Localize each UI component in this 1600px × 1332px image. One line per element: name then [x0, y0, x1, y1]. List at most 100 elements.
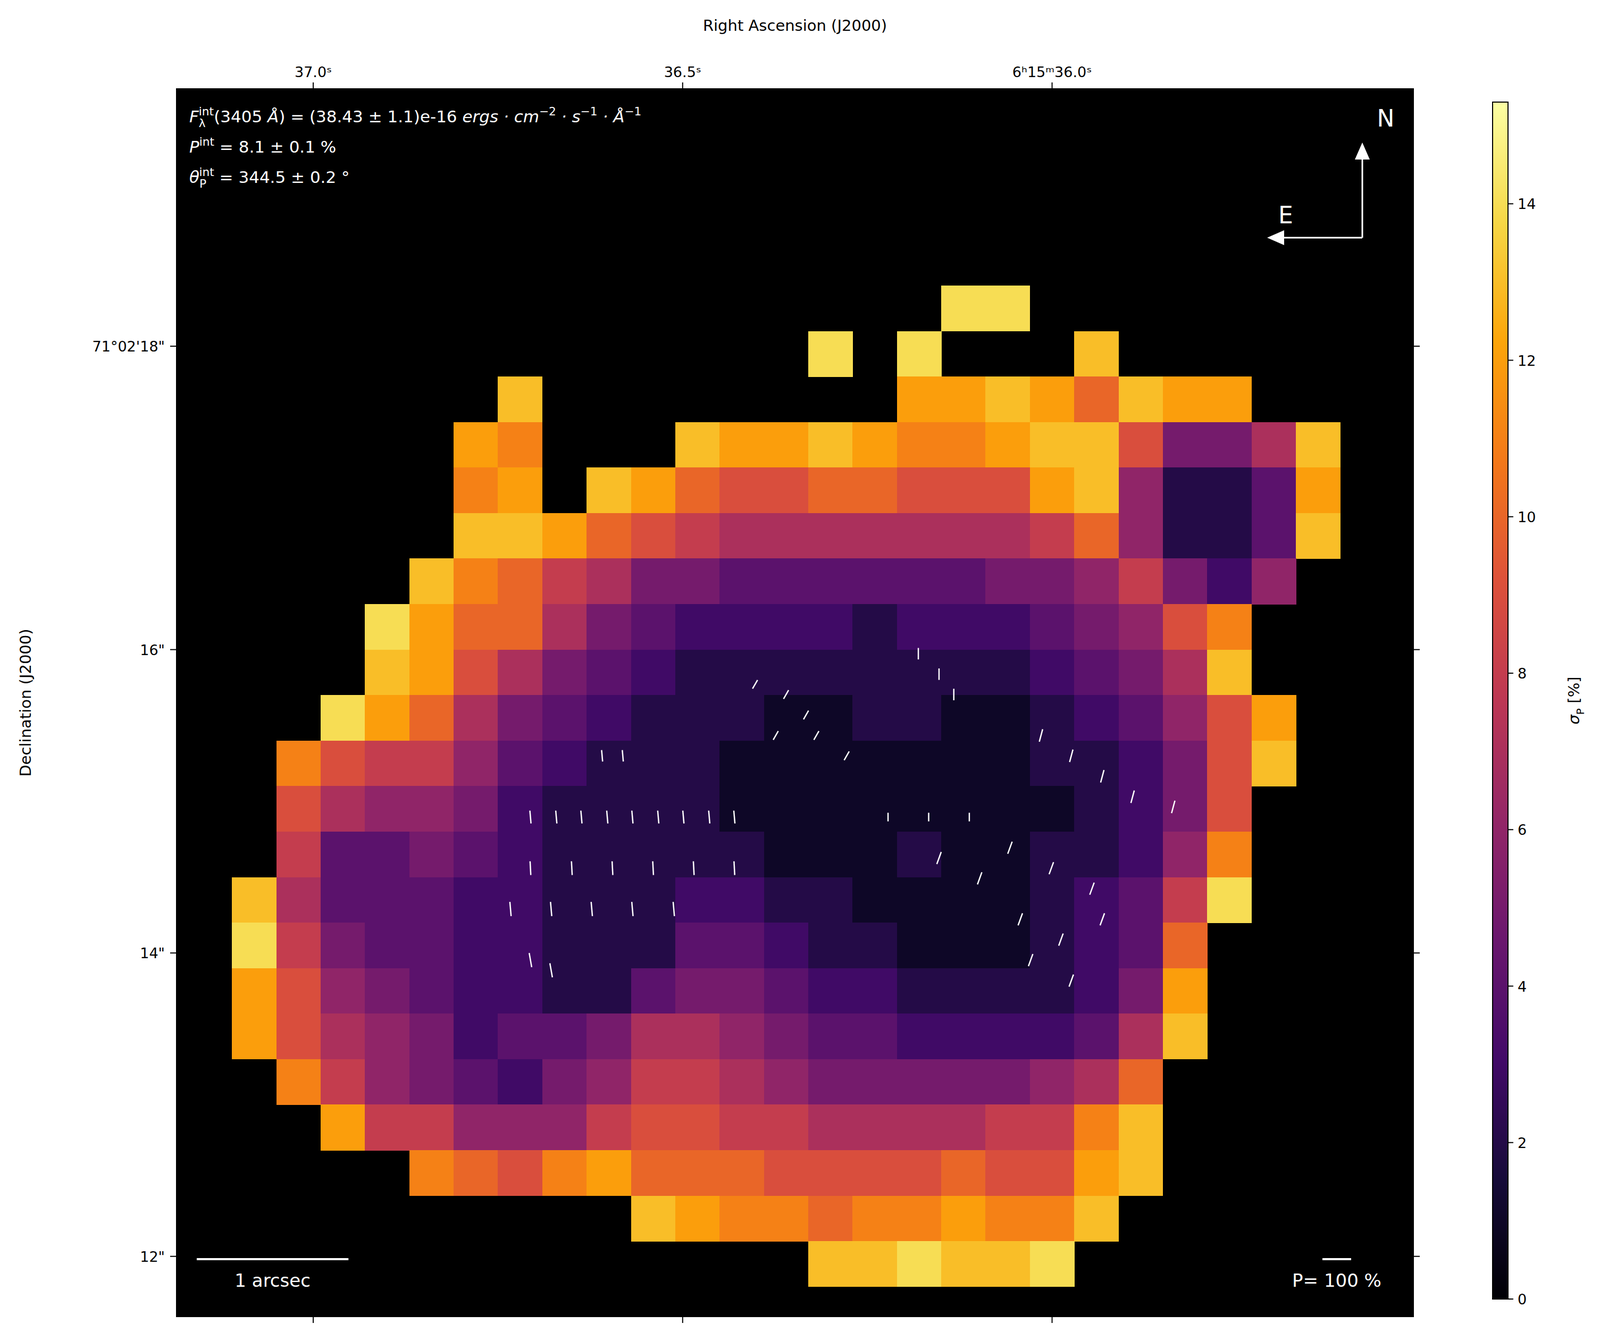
heatmap-cell [852, 785, 898, 832]
heatmap-cell [1118, 922, 1164, 969]
heatmap-cell [276, 968, 322, 1015]
heatmap-cell [453, 1059, 499, 1105]
heatmap-cell [1029, 877, 1075, 924]
polarization-vector [622, 750, 624, 762]
heatmap-cell [852, 968, 898, 1015]
vectors [509, 648, 1176, 987]
heatmap-cell [631, 513, 676, 559]
heatmap-cell [985, 968, 1030, 1015]
y-tick-label: 16" [139, 641, 165, 659]
heatmap-cell [764, 740, 809, 787]
heatmap-cell [675, 649, 720, 696]
heatmap-cell [1118, 740, 1164, 787]
heatmap-cell [497, 558, 543, 605]
heatmap-cell [497, 922, 543, 969]
heatmap-cell [364, 1059, 410, 1105]
heatmap-cell [453, 1104, 499, 1151]
heatmap-cell [1029, 785, 1075, 832]
heatmap-cell [941, 740, 986, 787]
heatmap-cell [364, 922, 410, 969]
heatmap-cell [320, 831, 366, 878]
heatmap-cell [1029, 513, 1075, 559]
compass-north-head [1354, 142, 1370, 160]
polarization-vector [530, 861, 531, 876]
heatmap-cell [941, 922, 986, 969]
heatmap-cell [1074, 968, 1119, 1015]
heatmap-cell [364, 1104, 410, 1151]
heatmap-cell [631, 649, 676, 696]
heatmap-cell [1118, 649, 1164, 696]
heatmap-cell [897, 422, 942, 468]
heatmap-cell [364, 740, 410, 787]
heatmap-cell [897, 331, 942, 378]
heatmap-cell [409, 604, 455, 650]
heatmap-cell [1029, 968, 1075, 1015]
heatmap-cell [497, 376, 543, 423]
x-tick [312, 82, 314, 89]
superscript: int [198, 104, 214, 119]
heatmap-cell [897, 694, 942, 741]
heatmap-cell [364, 831, 410, 878]
heatmap-cell [631, 1150, 676, 1196]
heatmap-cell [675, 558, 720, 605]
heatmap-cell [808, 922, 853, 969]
heatmap-cell [1118, 1013, 1164, 1060]
heatmap-cell [941, 649, 986, 696]
colorbar-tick [1508, 1298, 1514, 1300]
heatmap-cell [675, 1195, 720, 1242]
heatmap-cell [1074, 558, 1119, 605]
heatmap-cell [719, 922, 765, 969]
heatmap-cell [231, 877, 277, 924]
heatmap-cell [320, 922, 366, 969]
text-part: = 344.5 ± 0.2 ° [214, 167, 350, 187]
heatmap-cell [675, 831, 720, 878]
heatmap-cell [1162, 922, 1208, 969]
heatmap-cell [1162, 1013, 1208, 1060]
heatmap-cell [719, 1195, 765, 1242]
heatmap-cell [631, 831, 676, 878]
heatmap-cell [985, 376, 1030, 423]
polarization-vector [1028, 953, 1033, 967]
heatmap-cell [497, 1059, 543, 1105]
heatmap-cell [808, 467, 853, 514]
heatmap-cell [852, 922, 898, 969]
heatmap-cell [542, 740, 588, 787]
heatmap-cell [808, 604, 853, 650]
heatmap-cell [808, 1195, 853, 1242]
heatmap-cell [1162, 604, 1208, 650]
heatmap-cell [453, 785, 499, 832]
heatmap-cell [497, 831, 543, 878]
heatmap-cell [586, 877, 632, 924]
x-tick [682, 1316, 684, 1323]
heatmap-cell [941, 1104, 986, 1151]
polarization-vector [1089, 882, 1094, 895]
heatmap-cell [808, 422, 853, 468]
polarization-vector [550, 901, 552, 917]
heatmap-cell [409, 558, 455, 605]
heatmap-cell [1118, 558, 1164, 605]
heatmap-cell [985, 422, 1030, 468]
heatmap-cell [852, 1059, 898, 1105]
heatmap-cell [764, 1104, 809, 1151]
text-part: θ [189, 167, 200, 187]
text-part: F [189, 106, 200, 127]
heatmap-cell [941, 558, 986, 605]
heatmap-cell [1029, 558, 1075, 605]
heatmap-cell [897, 1013, 942, 1060]
polarization-vector [1039, 729, 1043, 742]
polarization-vector [580, 810, 582, 824]
subscript: λ [198, 116, 206, 130]
heatmap-cell [1207, 467, 1252, 514]
x-axis-label: Right Ascension (J2000) [702, 16, 887, 35]
heatmap-cell [1118, 422, 1164, 468]
heatmap-cell [586, 604, 632, 650]
heatmap-cell [941, 1013, 986, 1060]
colorbar-tick [1508, 1142, 1514, 1144]
heatmap-cell [1162, 558, 1208, 605]
vector-scale-bar [1322, 1258, 1352, 1261]
heatmap-cell [453, 922, 499, 969]
heatmap-cell [364, 1013, 410, 1060]
polarization-vector [936, 851, 942, 865]
heatmap-cell [1118, 376, 1164, 423]
colorbar [1492, 102, 1509, 1300]
